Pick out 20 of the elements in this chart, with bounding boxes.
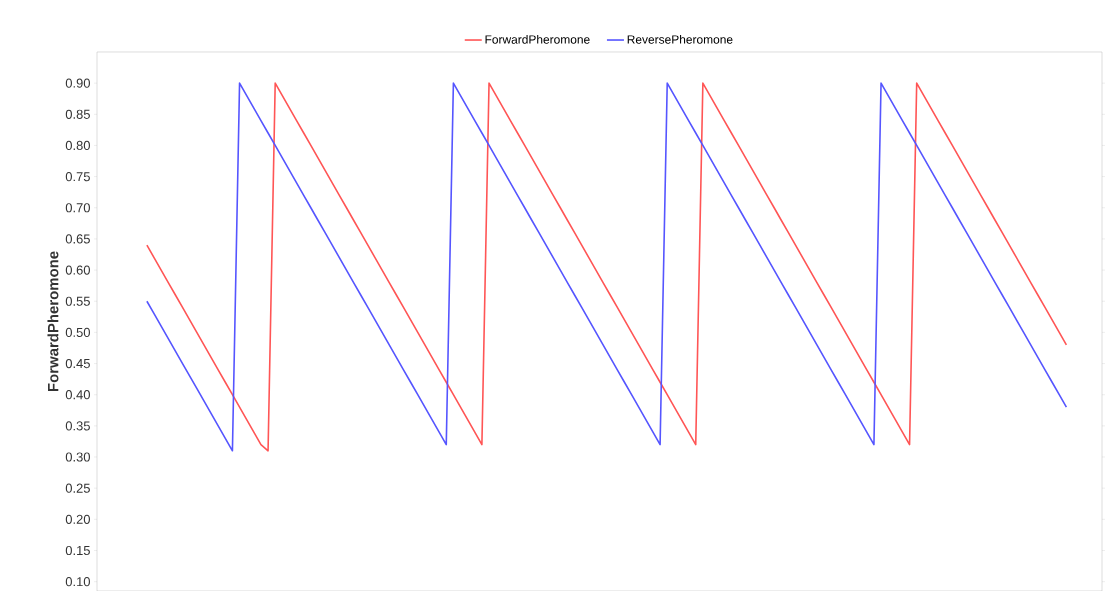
y-tick-label: 0.30 [65,452,90,462]
y-tick-label: 0.50 [65,327,90,337]
y-tick-label: 0.35 [65,421,90,431]
y-axis-title: ForwardPheromone [47,251,59,391]
y-tick-label: 0.75 [65,171,90,182]
y-tick-label: 0.80 [65,140,90,150]
y-tick-label: 0.55 [65,296,90,306]
legend-label: ForwardPheromone [485,34,590,44]
legend-label: ReversePheromone [627,34,733,44]
y-tick-label: 0.25 [65,483,90,493]
y-tick-label: 0.90 [65,78,90,88]
y-tick-label: 0.45 [65,358,90,369]
y-tick-label: 0.20 [65,514,90,524]
y-tick-label: 0.10 [65,576,90,587]
y-tick-label: 0.70 [65,203,90,213]
y-tick-label: 0.85 [65,109,90,119]
y-tick-label: 0.65 [65,234,90,244]
y-tick-label: 0.60 [65,265,90,275]
y-tick-label: 0.40 [65,390,90,400]
y-tick-label: 0.15 [65,545,90,555]
